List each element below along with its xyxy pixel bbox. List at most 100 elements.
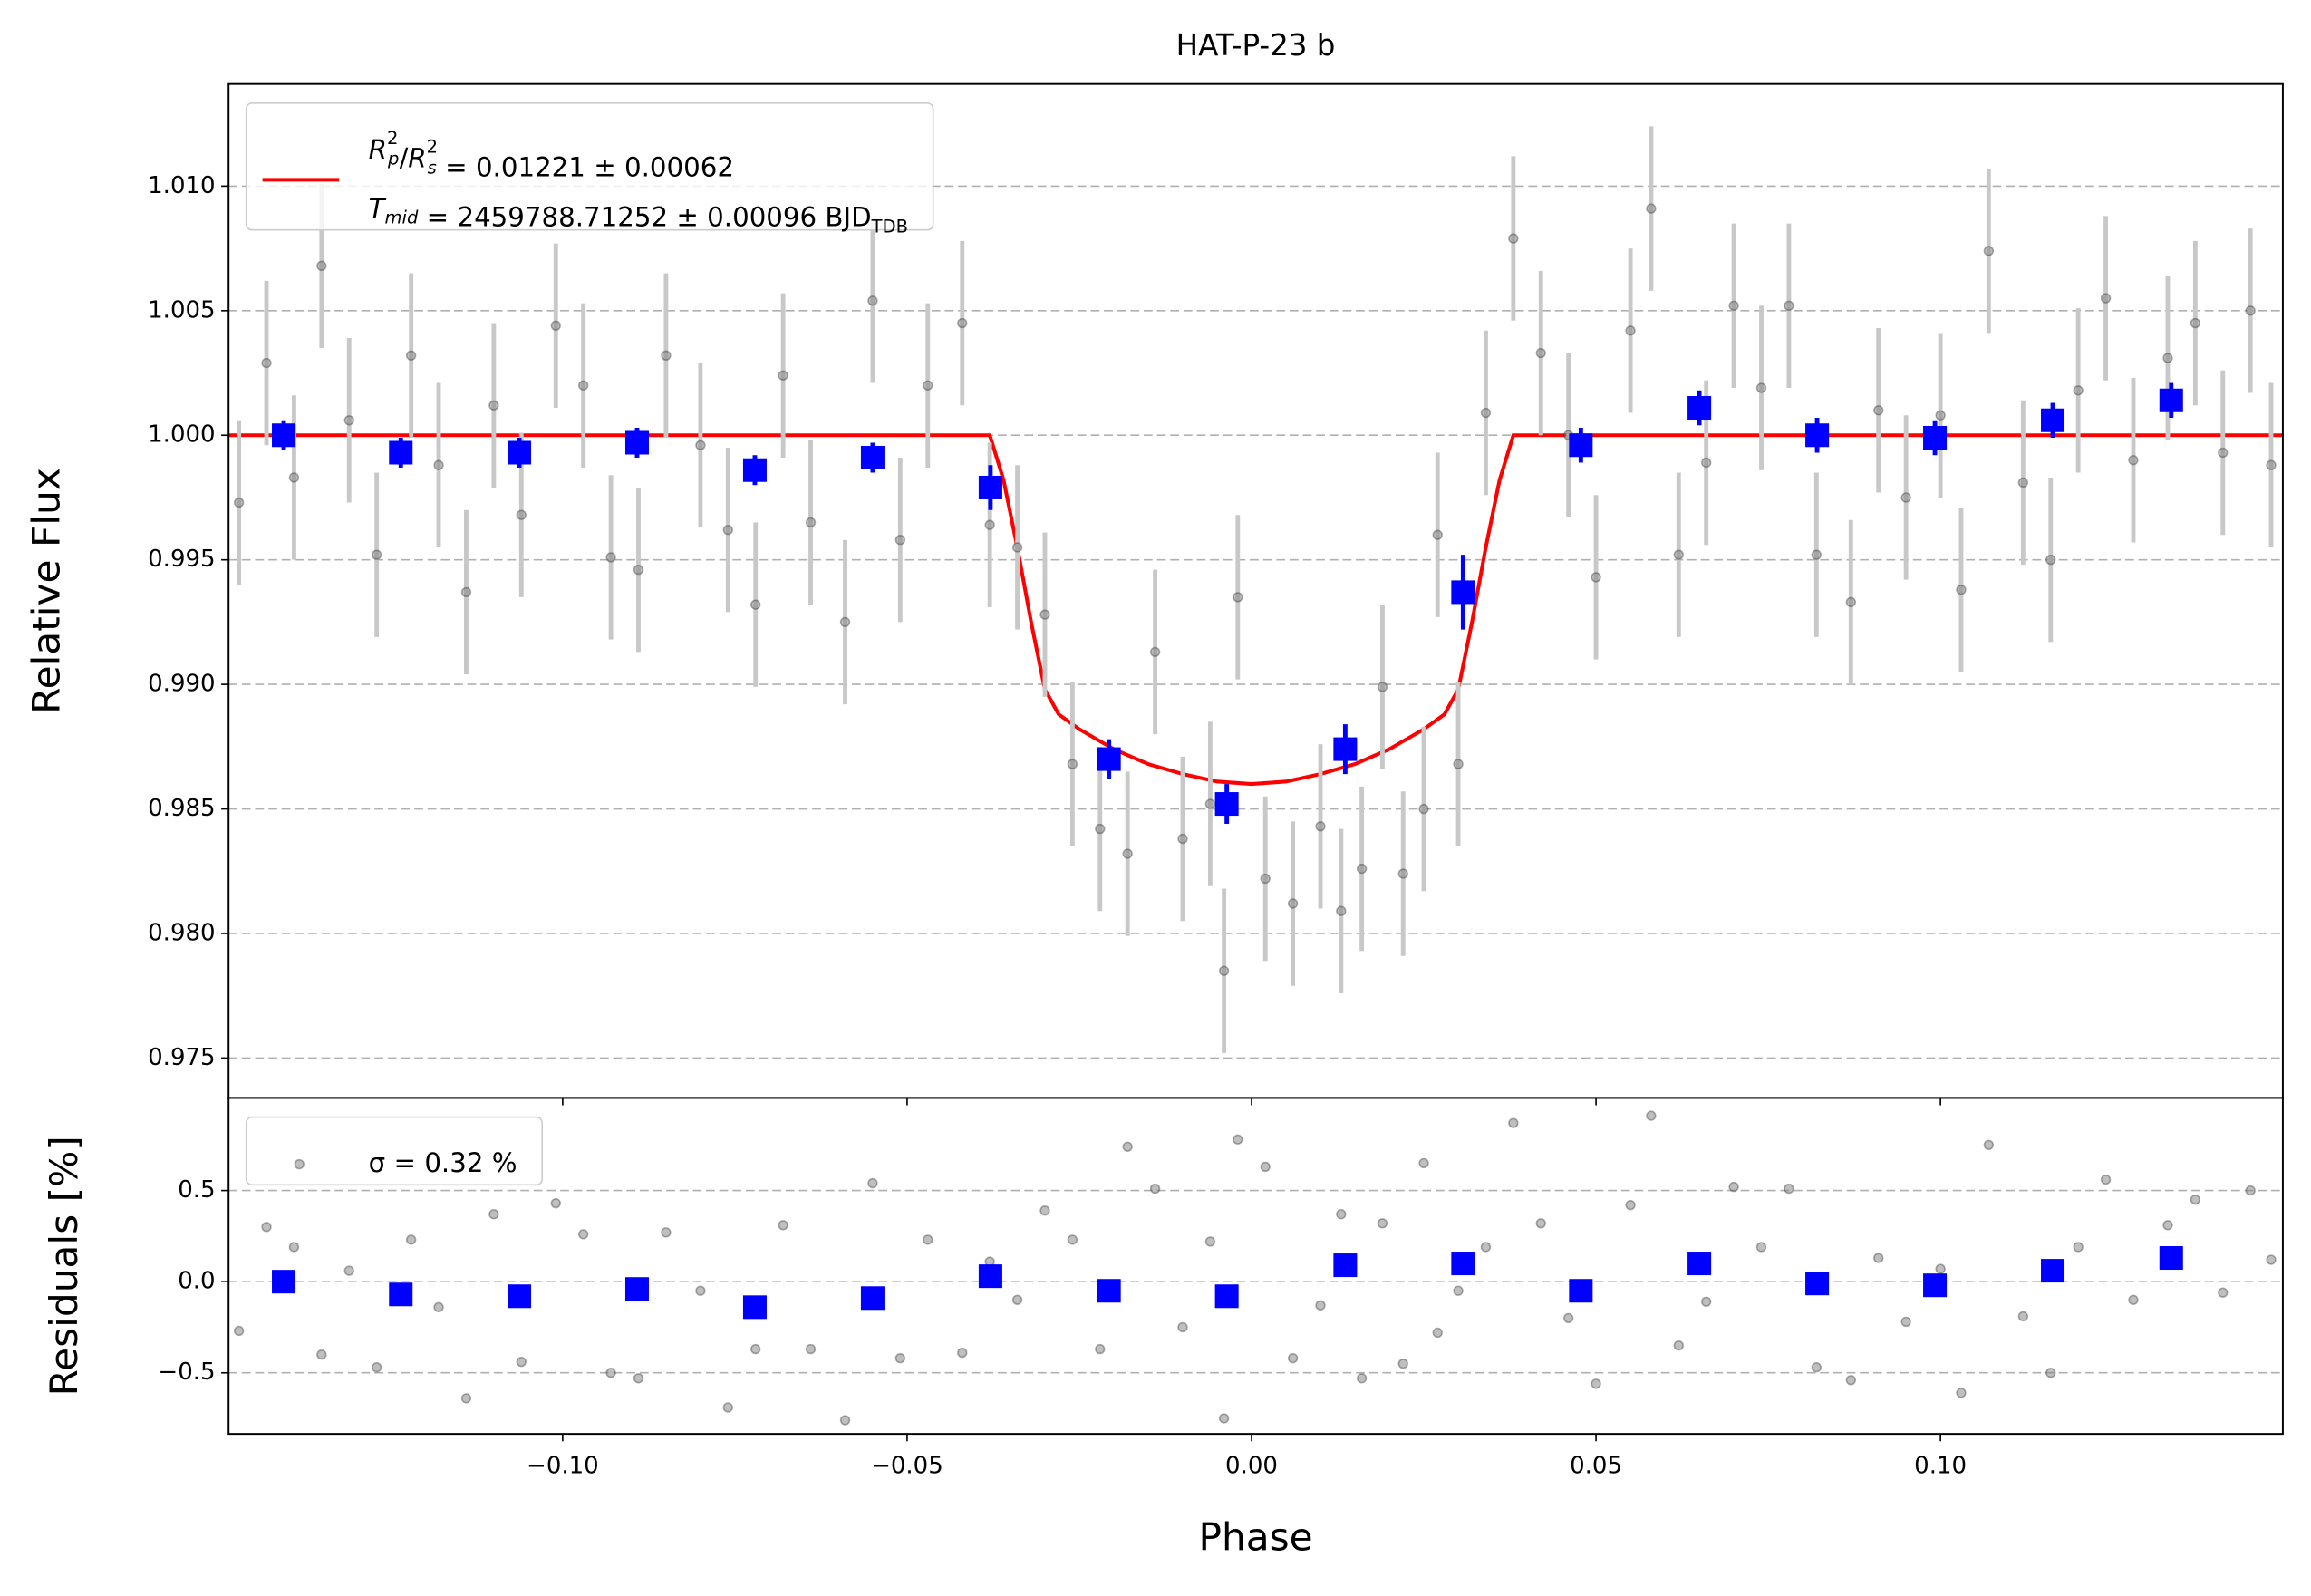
binned-point [507, 440, 532, 465]
data-point [2266, 1254, 2277, 1265]
data-point [1095, 1343, 1106, 1355]
data-point [2218, 447, 2229, 459]
binned-point [1687, 396, 1712, 421]
data-point [1900, 492, 1911, 503]
data-point [1011, 542, 1023, 553]
data-point [433, 1301, 444, 1313]
data-point [1625, 325, 1636, 336]
data-point [1287, 898, 1299, 909]
data-point [1728, 1181, 1739, 1193]
data-point [550, 1197, 561, 1209]
binned-point [2041, 408, 2065, 432]
data-point [750, 599, 761, 610]
y-tick-label: 0.995 [148, 546, 215, 573]
data-point [1983, 246, 1995, 256]
data-point [1845, 1375, 1857, 1386]
data-point [1204, 798, 1216, 809]
data-point [1432, 1327, 1443, 1339]
data-point [923, 380, 933, 391]
data-point [661, 1227, 672, 1238]
data-point [1900, 1316, 1911, 1328]
data-point [1039, 609, 1050, 620]
data-point [839, 1415, 851, 1426]
legend-sub: mid [385, 207, 419, 227]
binned-point [1214, 792, 1239, 817]
data-point [695, 1285, 706, 1296]
data-point [1095, 823, 1106, 835]
data-point [1039, 1205, 1050, 1216]
data-point [1873, 405, 1884, 416]
legend-label: σ = 0.32 % [369, 1147, 517, 1178]
data-point [1935, 410, 1946, 421]
data-point [1260, 873, 1271, 885]
data-point [1336, 1209, 1347, 1220]
binned-point [1805, 423, 1830, 448]
legend-sub: TDB [871, 216, 908, 237]
chart-title: HAT-P-23 b [1176, 28, 1336, 63]
data-point [405, 350, 417, 361]
data-point [316, 260, 327, 272]
data-point [371, 1362, 382, 1373]
legend-text: / [399, 142, 408, 173]
data-point [1011, 1294, 1023, 1305]
data-point [1845, 596, 1857, 608]
data-point [1377, 682, 1388, 692]
data-point [894, 535, 906, 546]
data-point [722, 525, 734, 536]
binned-point [1923, 425, 1948, 450]
data-point [405, 1234, 417, 1245]
data-point [1480, 407, 1492, 419]
x-tick-label: −0.10 [527, 1452, 599, 1479]
data-point [488, 400, 499, 411]
binned-point [624, 430, 649, 455]
data-point [1453, 1285, 1464, 1296]
data-point [577, 380, 589, 391]
binned-point [1333, 737, 1358, 761]
y-tick-label: 0.0 [178, 1268, 215, 1295]
data-point [2073, 385, 2084, 396]
data-point [695, 440, 706, 450]
binned-point [978, 1264, 1002, 1289]
y-tick-label: 0.975 [148, 1044, 215, 1071]
data-point [1701, 1296, 1712, 1307]
data-point [2218, 1287, 2229, 1298]
data-point [1204, 1236, 1216, 1247]
binned-point [1097, 747, 1121, 771]
data-point [516, 1356, 527, 1368]
data-point [1315, 821, 1326, 832]
binned-point [1333, 1253, 1358, 1278]
binned-point [1687, 1252, 1712, 1276]
data-point [2017, 477, 2029, 488]
data-point [460, 586, 472, 598]
legend-text: = 0.01221 ± 0.00062 [437, 151, 734, 182]
data-point [778, 1220, 788, 1231]
binned-point [2041, 1259, 2065, 1283]
binned-point [2159, 1246, 2183, 1271]
data-point [1755, 1242, 1767, 1253]
data-point [1453, 759, 1464, 769]
data-point [1149, 646, 1161, 658]
data-point [805, 517, 817, 528]
data-point [1755, 382, 1767, 393]
legend-label: R2 p/R2 s = 0.01221 ± 0.00062 [369, 127, 734, 182]
data-point [261, 357, 272, 369]
data-point [2017, 1311, 2029, 1322]
legend-text: R [369, 133, 387, 164]
data-point [1480, 1242, 1492, 1253]
binned-point [860, 1286, 885, 1311]
data-point [2100, 1174, 2112, 1185]
legend-text: = 2459788.71252 ± 0.00096 BJD [418, 201, 871, 232]
data-point [1122, 1141, 1133, 1153]
binned-point [389, 1282, 413, 1307]
data-point [1591, 1378, 1601, 1389]
plot-area [228, 126, 2283, 1053]
data-point [1535, 1218, 1546, 1229]
legend-sub: p [387, 148, 399, 169]
data-point [1935, 1263, 1946, 1274]
data-point [1535, 347, 1546, 359]
legend-text: R [408, 142, 426, 173]
